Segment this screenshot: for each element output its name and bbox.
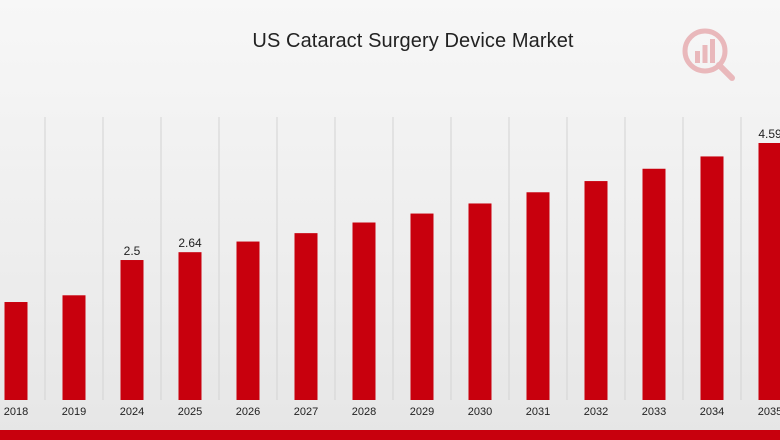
x-tick-label-2035: 2035 [758, 406, 780, 418]
bar-2026 [236, 241, 260, 400]
x-tick-label-2033: 2033 [642, 406, 666, 418]
bar-2031 [526, 192, 550, 400]
x-tick-label-2025: 2025 [178, 406, 202, 418]
x-tick-label-2029: 2029 [410, 406, 434, 418]
bar-2034 [700, 156, 724, 400]
bar-2029 [410, 213, 434, 400]
bar-2030 [468, 203, 492, 400]
x-tick-layer: 2018 2019 2024 2025 2026 2027 2028 2029 2030 2031… [4, 406, 780, 418]
bar-2032 [584, 181, 608, 400]
x-tick-label-2024: 2024 [120, 406, 144, 418]
bar-layer [4, 143, 780, 400]
x-tick-label-2018: 2018 [4, 406, 28, 418]
bar-2033 [642, 168, 666, 400]
data-label-2024: 2.5 [124, 244, 141, 258]
x-tick-label-2026: 2026 [236, 406, 260, 418]
bar-2035 [758, 143, 780, 400]
x-tick-label-2028: 2028 [352, 406, 376, 418]
grid-layer [44, 117, 742, 400]
bar-2024 [120, 260, 144, 400]
x-tick-label-2027: 2027 [294, 406, 318, 418]
x-tick-label-2031: 2031 [526, 406, 550, 418]
chart-title: US Cataract Surgery Device Market [252, 30, 574, 52]
x-tick-label-2034: 2034 [700, 406, 724, 418]
bar-2025 [178, 252, 202, 400]
bottom-accent-band [0, 430, 780, 440]
bar-2019 [62, 295, 86, 400]
bar-2027 [294, 233, 318, 400]
data-label-layer: 2.5 2.64 4.59 [124, 127, 780, 258]
x-tick-label-2019: 2019 [62, 406, 86, 418]
bar-2028 [352, 222, 376, 400]
x-tick-label-2032: 2032 [584, 406, 608, 418]
data-label-2035: 4.59 [758, 127, 780, 141]
market-research-logo-icon [682, 28, 735, 81]
x-tick-label-2030: 2030 [468, 406, 492, 418]
data-label-2025: 2.64 [178, 236, 202, 250]
bar-2018 [4, 302, 28, 400]
